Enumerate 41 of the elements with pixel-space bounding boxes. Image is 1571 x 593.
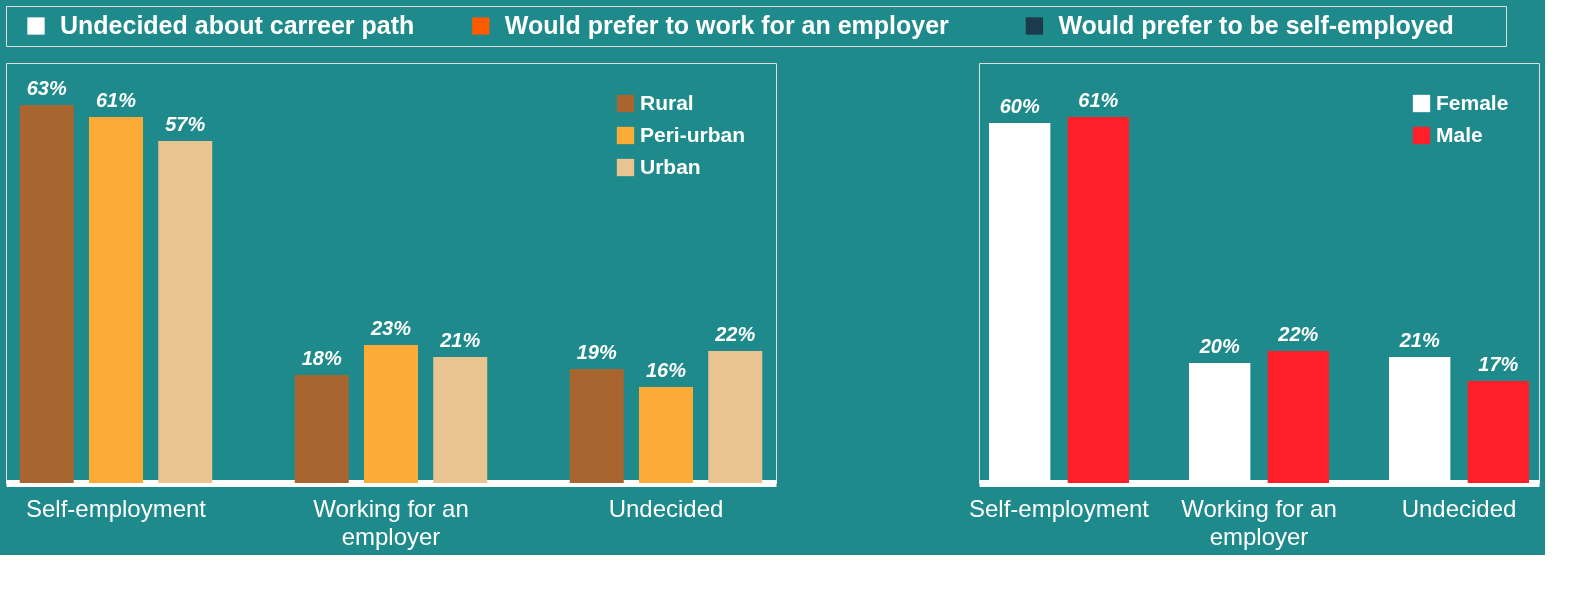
bar: [638, 387, 694, 483]
legend-label: Peri-urban: [640, 122, 746, 146]
data-label: 61%: [95, 89, 137, 111]
data-label: 21%: [1398, 329, 1440, 351]
category-label: Would prefer to work for an employer: [504, 11, 950, 39]
data-label: 63%: [26, 77, 67, 99]
data-label: 22%: [714, 323, 756, 345]
x-tick-label: Self-employment: [968, 494, 1150, 522]
data-label: 22%: [1277, 323, 1319, 345]
data-label: 60%: [999, 95, 1040, 117]
data-label: 57%: [165, 113, 206, 135]
x-tick-label: Working for an employer: [1181, 494, 1337, 550]
bar: [569, 369, 624, 483]
bar: [88, 117, 144, 483]
bar: [1267, 351, 1329, 483]
x-tick-label: Undecided: [1401, 494, 1517, 522]
category-label: Undecided about carreer path: [60, 11, 415, 39]
data-label: 19%: [576, 341, 617, 363]
category-label: Would prefer to be self-employed: [1058, 11, 1454, 39]
legend-label: Male: [1436, 122, 1483, 146]
legend-label: Rural: [640, 90, 694, 114]
bar: [363, 345, 419, 483]
bar: [1067, 117, 1129, 483]
data-label: 21%: [439, 329, 481, 351]
legend-label: Urban: [640, 154, 701, 178]
data-label: 16%: [645, 359, 687, 381]
bar: [19, 105, 74, 483]
bar: [1467, 381, 1529, 483]
x-tick-label: Self-employment: [25, 494, 207, 522]
bar: [708, 351, 763, 483]
data-label: 18%: [301, 347, 342, 369]
bar: [294, 375, 349, 483]
bar: [433, 357, 488, 483]
bar: [158, 141, 213, 483]
x-tick-label: Undecided: [608, 494, 724, 522]
data-label: 17%: [1478, 353, 1519, 375]
x-tick-label: Working for an employer: [313, 494, 469, 550]
data-label: 20%: [1198, 335, 1240, 357]
legend-label: Female: [1436, 90, 1509, 114]
data-label: 61%: [1078, 89, 1119, 111]
data-label: 23%: [369, 317, 412, 339]
